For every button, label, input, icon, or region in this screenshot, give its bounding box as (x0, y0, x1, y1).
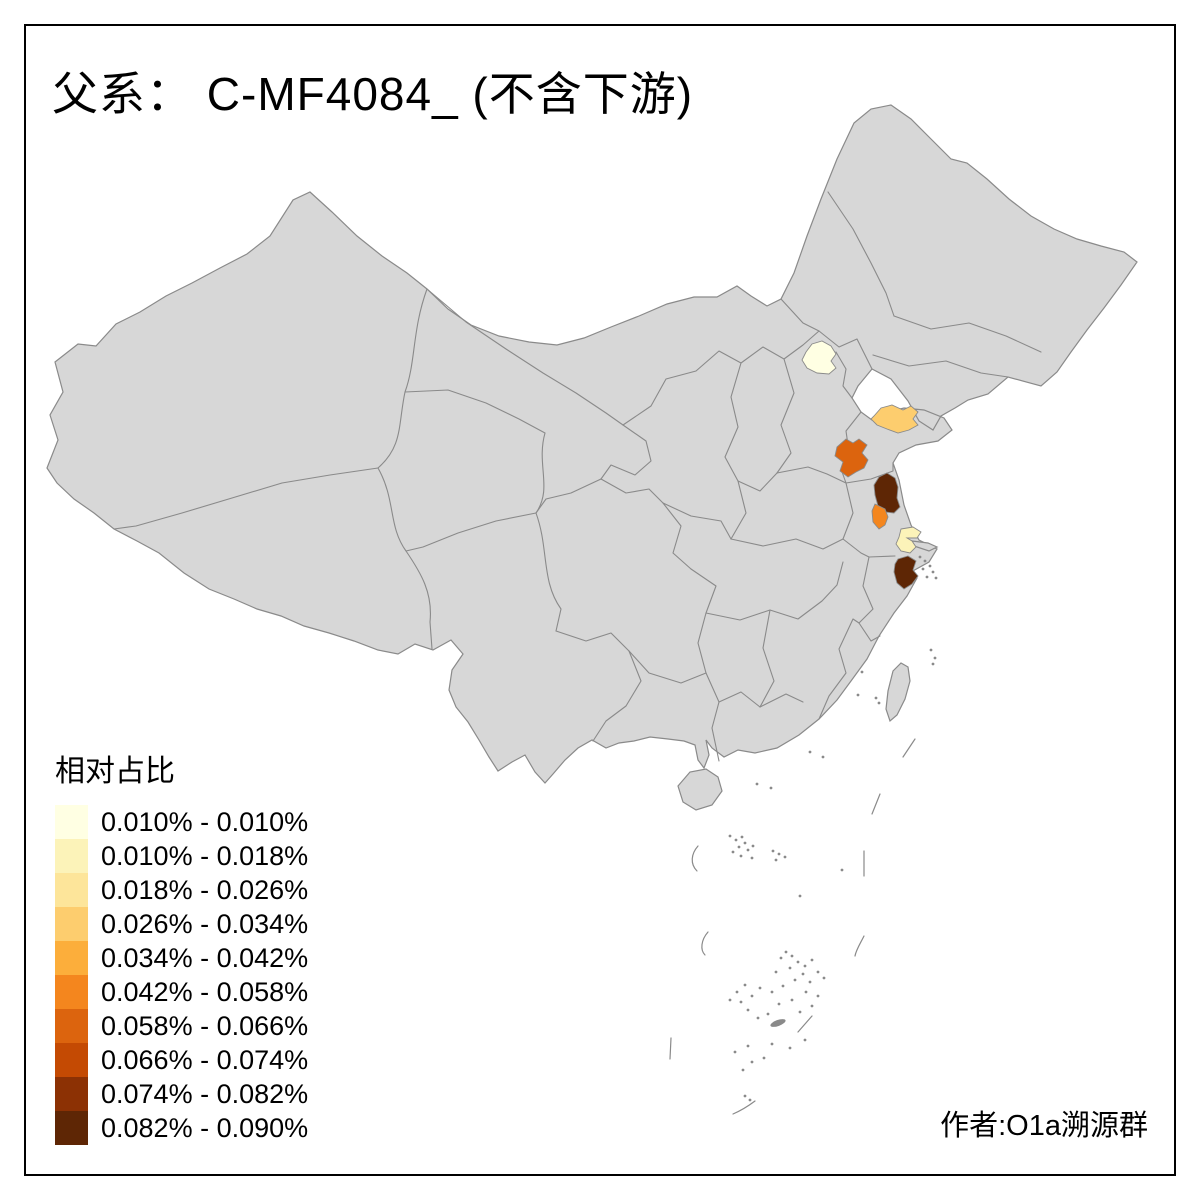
legend-item: 0.058% - 0.066% (55, 1009, 308, 1043)
region-jiangsu-north (873, 472, 901, 514)
legend-title: 相对占比 (55, 755, 175, 788)
legend-label: 0.010% - 0.010% (101, 806, 309, 837)
legend-swatch (55, 1111, 88, 1145)
legend-label: 0.074% - 0.082% (101, 1078, 309, 1109)
legend-label: 0.018% - 0.026% (101, 874, 309, 905)
legend-item: 0.066% - 0.074% (55, 1043, 308, 1077)
legend-item: 0.074% - 0.082% (55, 1077, 308, 1111)
taiwan-island (885, 662, 911, 723)
legend-item: 0.010% - 0.018% (55, 839, 308, 873)
legend-swatch (55, 873, 88, 907)
province-borders (113, 191, 1042, 762)
legend-item: 0.082% - 0.090% (55, 1111, 308, 1145)
legend-label: 0.066% - 0.074% (101, 1044, 309, 1075)
region-beijing (801, 340, 837, 375)
legend-item: 0.010% - 0.010% (55, 805, 308, 839)
region-shandong-peninsula (870, 404, 919, 434)
region-zhejiang-north (893, 555, 919, 590)
legend-label: 0.034% - 0.042% (101, 942, 309, 973)
legend-swatch (55, 941, 88, 975)
legend-label: 0.058% - 0.066% (101, 1010, 309, 1041)
hainan-island (677, 768, 723, 811)
plot-title: 父系： C-MF4084_ (不含下游) (52, 68, 694, 120)
attribution-text: 作者:O1a溯源群 (940, 1110, 1148, 1142)
south-china-sea-islands (669, 555, 938, 1115)
legend-swatch (55, 839, 88, 873)
legend: 相对占比 0.010% - 0.010% 0.010% - 0.018% 0.018… (55, 746, 308, 1145)
legend-item: 0.034% - 0.042% (55, 941, 308, 975)
region-shandong-west (834, 438, 869, 478)
legend-item: 0.042% - 0.058% (55, 975, 308, 1009)
legend-item: 0.026% - 0.034% (55, 907, 308, 941)
legend-rows: 0.010% - 0.010% 0.010% - 0.018% 0.018% - 0… (55, 805, 308, 1145)
region-jiangsu-central (871, 503, 889, 530)
legend-swatch (55, 907, 88, 941)
region-yangtze-delta (895, 526, 922, 554)
choropleth-regions (801, 340, 922, 590)
legend-swatch (55, 975, 88, 1009)
mainland-china (46, 104, 1138, 784)
legend-label: 0.010% - 0.018% (101, 840, 309, 871)
legend-swatch (55, 1009, 88, 1043)
legend-item: 0.018% - 0.026% (55, 873, 308, 907)
legend-swatch (55, 805, 88, 839)
legend-swatch (55, 1077, 88, 1111)
legend-label: 0.026% - 0.034% (101, 908, 309, 939)
legend-label: 0.082% - 0.090% (101, 1112, 309, 1143)
legend-swatch (55, 1043, 88, 1077)
legend-label: 0.042% - 0.058% (101, 976, 309, 1007)
